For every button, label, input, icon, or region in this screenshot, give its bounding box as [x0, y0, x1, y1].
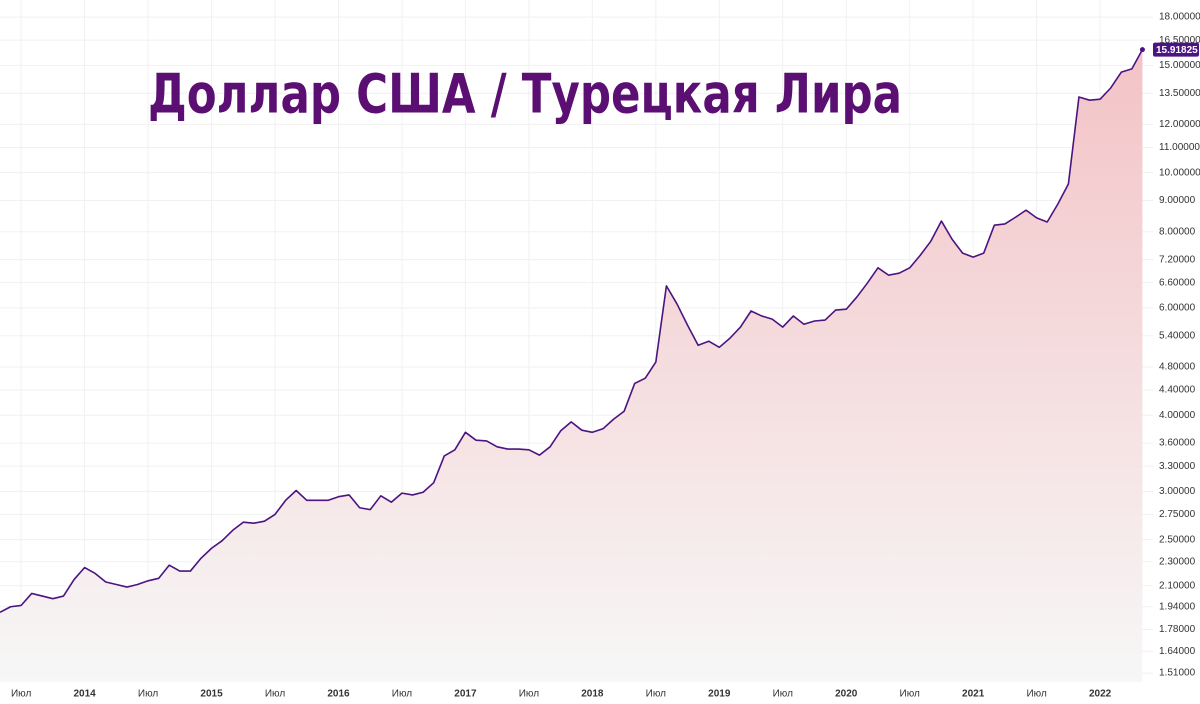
area-fill	[0, 49, 1143, 682]
x-tick-label: 2015	[200, 689, 223, 700]
x-tick-label: 2016	[327, 689, 350, 700]
y-tick-label: 10.00000	[1159, 167, 1200, 178]
last-value-box	[1153, 42, 1199, 57]
x-tick-label: Июл	[1026, 689, 1046, 700]
x-tick-label: 2020	[835, 689, 858, 700]
y-tick-label: 13.50000	[1159, 88, 1200, 99]
y-tick-label: 9.00000	[1159, 195, 1196, 206]
y-tick-label: 16.50000	[1159, 35, 1200, 46]
y-tick-label: 3.60000	[1159, 438, 1196, 449]
y-tick-label: 2.75000	[1159, 509, 1196, 520]
y-tick-label: 8.00000	[1159, 226, 1196, 237]
x-tick-label: 2018	[581, 689, 604, 700]
x-tick-label: Июл	[646, 689, 666, 700]
y-tick-label: 1.78000	[1159, 624, 1196, 635]
x-tick-label: 2014	[73, 689, 96, 700]
axes: 1.51000 1.64000 1.78000 1.94000 2.10000 2.300…	[11, 12, 1200, 700]
y-tick-label: 2.30000	[1159, 556, 1196, 567]
y-tick-label: 3.30000	[1159, 461, 1196, 472]
y-tick-label: 12.00000	[1159, 119, 1200, 130]
price-line	[0, 49, 1144, 613]
x-tick-label: 2017	[454, 689, 477, 700]
x-tick-label: 2019	[708, 689, 731, 700]
y-tick-label: 7.20000	[1159, 254, 1196, 265]
x-tick-label: Июл	[265, 689, 285, 700]
y-tick-label: 2.50000	[1159, 534, 1196, 545]
last-value-label: 15.91825	[1156, 45, 1198, 56]
x-tick-label: Июл	[900, 689, 920, 700]
x-tick-label: 2021	[962, 689, 985, 700]
x-tick-label: Июл	[392, 689, 412, 700]
last-point	[1139, 47, 1145, 53]
y-tick-label: 2.10000	[1159, 580, 1196, 591]
y-tick-label: 5.40000	[1159, 330, 1196, 341]
y-tick-label: 6.00000	[1159, 303, 1196, 314]
x-tick-label: Июл	[11, 689, 31, 700]
y-tick-label: 4.80000	[1159, 362, 1196, 373]
x-tick-label: Июл	[773, 689, 793, 700]
x-tick-label: Июл	[519, 689, 539, 700]
chart-title: Доллар США / Турецкая Лира	[148, 63, 902, 126]
y-tick-label: 1.51000	[1159, 668, 1196, 679]
y-tick-label: 15.00000	[1159, 60, 1200, 71]
x-tick-label: Июл	[138, 689, 158, 700]
y-tick-label: 3.00000	[1159, 486, 1196, 497]
y-tick-label: 4.40000	[1159, 385, 1196, 396]
plot-area	[0, 49, 1144, 682]
y-tick-label: 1.64000	[1159, 646, 1196, 657]
y-tick-label: 11.00000	[1159, 142, 1200, 153]
y-tick-label: 6.60000	[1159, 277, 1196, 288]
y-tick-label: 1.94000	[1159, 601, 1196, 612]
y-tick-label: 4.00000	[1159, 410, 1196, 421]
y-tick-label: 18.00000	[1159, 12, 1200, 23]
x-tick-label: 2022	[1089, 689, 1112, 700]
